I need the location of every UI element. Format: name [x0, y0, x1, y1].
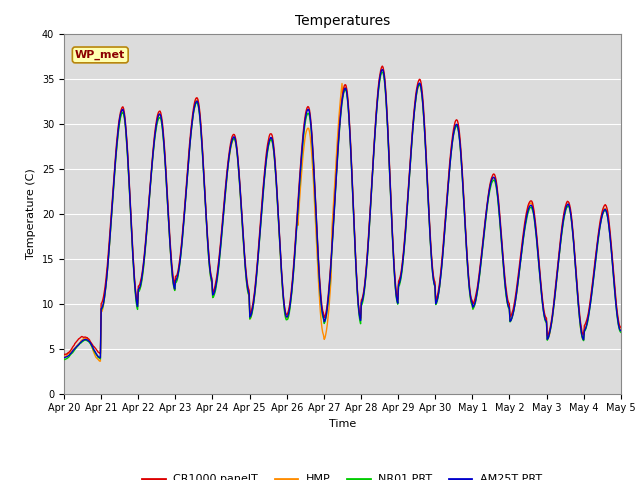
Y-axis label: Temperature (C): Temperature (C) [26, 168, 36, 259]
Legend: CR1000 panelT, HMP, NR01 PRT, AM25T PRT: CR1000 panelT, HMP, NR01 PRT, AM25T PRT [138, 470, 547, 480]
Text: WP_met: WP_met [75, 50, 125, 60]
Title: Temperatures: Temperatures [295, 14, 390, 28]
X-axis label: Time: Time [329, 419, 356, 429]
